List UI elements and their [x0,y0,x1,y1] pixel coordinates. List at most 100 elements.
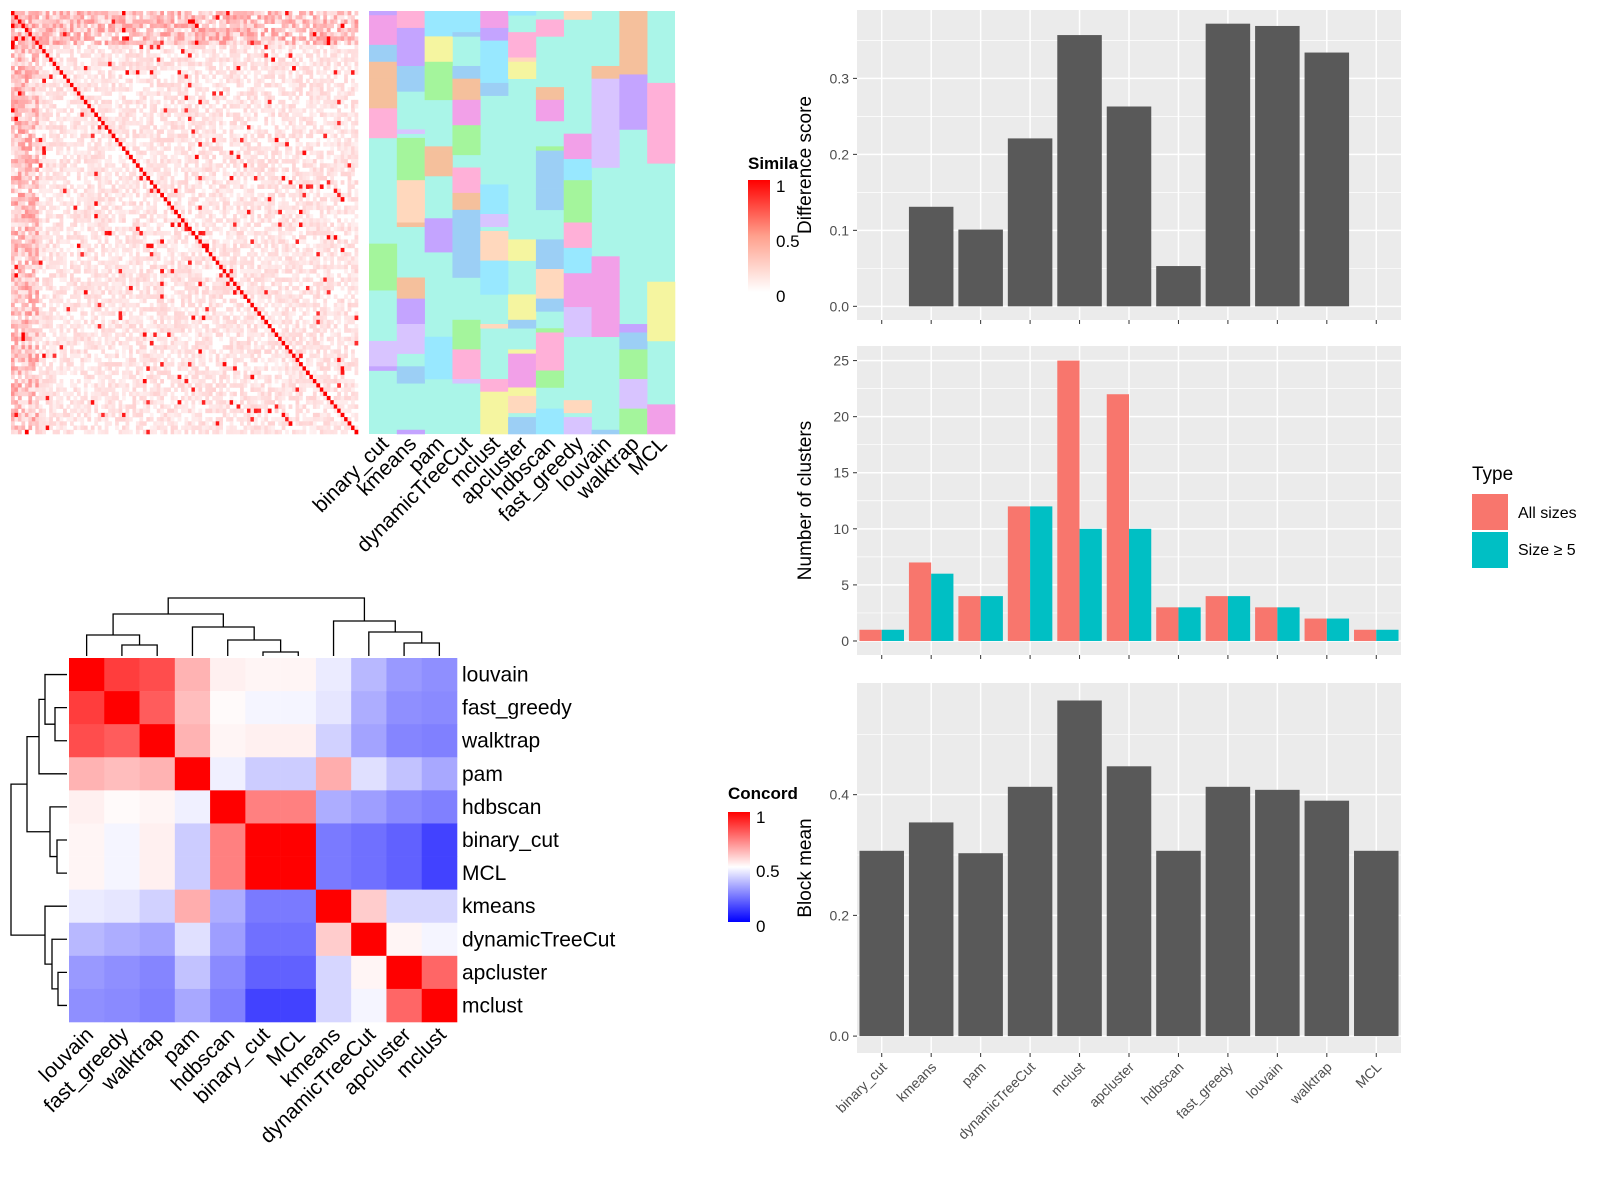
similarity-cell [250,40,255,46]
similarity-cell [125,36,130,41]
similarity-cell [271,235,276,240]
similarity-cell [83,197,88,202]
similarity-cell [24,159,29,164]
similarity-cell [153,264,158,270]
similarity-cell [330,260,335,266]
similarity-cell [73,19,78,24]
similarity-cell [187,222,192,228]
similarity-cell [333,302,338,308]
similarity-cell [135,154,140,160]
similarity-cell [250,252,255,257]
similarity-cell [11,294,15,299]
similarity-cell [111,125,116,130]
similarity-cell [226,171,230,177]
similarity-cell [104,230,109,236]
similarity-cell [267,180,272,185]
similarity-cell [146,192,151,198]
similarity-cell [90,171,95,177]
similarity-cell [274,27,279,33]
similarity-cell [97,214,102,219]
similarity-cell [149,302,154,308]
similarity-cell [347,184,352,189]
similarity-cell [128,61,133,67]
similarity-cell [253,70,258,75]
similarity-cell [42,99,46,105]
similarity-cell [21,209,26,215]
similarity-cell [208,307,213,312]
similarity-cell [24,57,29,63]
similarity-cell [347,116,352,122]
similarity-cell [31,120,36,126]
similarity-cell [260,218,265,223]
similarity-cell [250,99,255,105]
similarity-cell [76,27,81,33]
similarity-cell [76,49,81,54]
similarity-cell [31,167,36,173]
similarity-cell [122,230,126,236]
similarity-cell [45,260,50,266]
similarity-cell [163,40,168,46]
similarity-cell [187,188,192,194]
similarity-cell [11,298,15,304]
similarity-cell [191,230,196,236]
similarity-cell [253,302,258,308]
similarity-cell [340,154,345,160]
similarity-cell [125,226,130,232]
similarity-cell [184,112,189,118]
similarity-cell [351,133,355,139]
similarity-cell [264,163,269,168]
similarity-cell [316,27,321,33]
similarity-cell [111,40,116,46]
similarity-cell [101,214,105,219]
similarity-cell [267,252,272,257]
similarity-cell [139,32,144,37]
similarity-cell [201,222,206,228]
similarity-cell [233,44,237,50]
similarity-cell [132,226,137,232]
similarity-cell [312,260,317,266]
similarity-cell [288,269,293,274]
similarity-cell [344,252,348,257]
similarity-cell [274,44,279,50]
similarity-cell [177,133,182,139]
similarity-cell [215,137,220,143]
similarity-cell [274,188,279,194]
similarity-cell [45,167,50,173]
similarity-cell [31,133,36,139]
similarity-cell [128,87,133,92]
similarity-cell [45,23,50,29]
similarity-cell [309,11,314,16]
similarity-cell [118,298,123,304]
similarity-cell [115,247,119,253]
similarity-cell [271,264,276,270]
similarity-cell [278,239,282,244]
similarity-cell [104,239,109,244]
similarity-cell [288,78,293,84]
similarity-cell [21,82,26,88]
similarity-cell [76,171,81,177]
similarity-cell [184,61,189,67]
similarity-cell [146,53,151,58]
similarity-cell [246,188,251,194]
similarity-cell [177,230,182,236]
similarity-cell [115,104,119,109]
similarity-cell [198,277,203,283]
similarity-cell [219,57,223,63]
similarity-cell [59,285,64,291]
similarity-cell [326,36,331,41]
similarity-cell [194,91,199,96]
similarity-cell [344,256,348,261]
similarity-cell [264,146,269,151]
similarity-cell [56,53,60,58]
similarity-cell [344,74,348,79]
similarity-cell [351,294,355,299]
similarity-cell [295,192,300,198]
similarity-cell [125,260,130,266]
similarity-cell [226,252,230,257]
similarity-cell [87,252,92,257]
similarity-cell [226,78,230,84]
similarity-cell [31,104,36,109]
similarity-cell [118,269,123,274]
similarity-cell [288,214,293,219]
similarity-cell [198,70,203,75]
